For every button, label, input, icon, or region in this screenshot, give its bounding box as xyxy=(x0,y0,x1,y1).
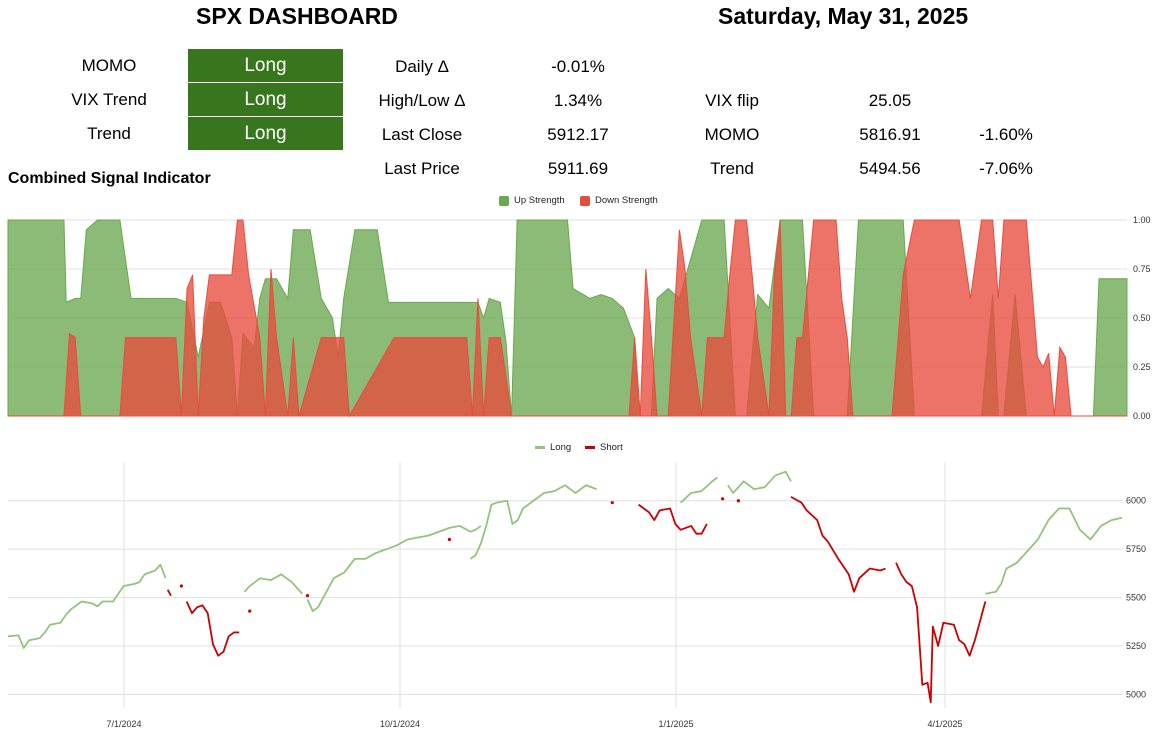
trend-level-label: Trend xyxy=(710,159,754,178)
x-tick-label: 4/1/2025 xyxy=(927,719,962,729)
last-price-value: 5911.69 xyxy=(547,159,609,178)
short-line-segment xyxy=(638,503,708,535)
legend-long-swatch xyxy=(535,446,545,449)
long-line-segment xyxy=(7,563,167,649)
daily-delta-value: -0.01% xyxy=(551,57,605,76)
short-line-segment xyxy=(185,601,240,657)
y-tick-label: 0.00 xyxy=(1133,411,1151,421)
short-line-segment xyxy=(790,496,886,593)
short-point xyxy=(447,537,451,542)
down-strength-area xyxy=(8,219,1127,418)
long-line-segment xyxy=(469,484,597,560)
y-tick-label: 5250 xyxy=(1126,641,1146,651)
page-title: SPX DASHBOARD xyxy=(196,3,398,29)
signal-badge-vix-trend: Long xyxy=(188,83,343,116)
short-line-segment xyxy=(166,589,172,597)
signal-badge-momo: Long xyxy=(188,49,343,82)
daily-delta-label: Daily Δ xyxy=(395,57,449,76)
legend-down-strength: Down Strength xyxy=(580,195,658,206)
legend-short-swatch xyxy=(585,446,595,449)
momo-level-label: MOMO xyxy=(704,125,760,144)
x-tick-label: 10/1/2024 xyxy=(380,719,420,729)
legend-up-swatch xyxy=(499,195,509,206)
long-line-segment xyxy=(727,470,792,494)
short-line-segment xyxy=(895,562,987,704)
legend-up-label: Up Strength xyxy=(514,195,565,206)
momo-level-pct: -1.60% xyxy=(979,125,1033,144)
y-tick-label: 5500 xyxy=(1126,593,1146,603)
long-line-segment xyxy=(243,573,303,595)
signal-label-vix-trend: VIX Trend xyxy=(71,90,147,109)
trend-level-pct: -7.06% xyxy=(979,159,1033,178)
legend-down-swatch xyxy=(580,195,590,206)
short-point xyxy=(305,594,310,598)
legend-long: Long xyxy=(535,442,571,453)
date-title: Saturday, May 31, 2025 xyxy=(718,3,969,29)
highlow-delta-value: 1.34% xyxy=(553,91,603,110)
signal-label-momo: MOMO xyxy=(81,56,137,75)
last-close-label: Last Close xyxy=(381,125,463,144)
vix-flip-value: 25.05 xyxy=(868,91,912,110)
momo-level-value: 5816.91 xyxy=(859,125,921,144)
legend-short: Short xyxy=(585,442,623,453)
long-line-segment xyxy=(306,525,482,613)
y-tick-label: 1.00 xyxy=(1133,215,1151,225)
short-point xyxy=(248,609,252,613)
legend-short-label: Short xyxy=(600,442,623,453)
y-tick-label: 5750 xyxy=(1126,544,1146,554)
legend-long-label: Long xyxy=(550,442,572,453)
legend-down-label: Down Strength xyxy=(595,195,658,206)
short-point xyxy=(179,584,184,588)
signal-label-trend: Trend xyxy=(87,124,131,143)
y-tick-label: 0.50 xyxy=(1133,313,1151,323)
chart-title-combined-signal: Combined Signal Indicator xyxy=(8,170,211,187)
signal-badge-trend: Long xyxy=(188,117,343,150)
last-price-label: Last Price xyxy=(384,159,460,178)
x-tick-label: 1/1/2025 xyxy=(658,719,693,729)
highlow-delta-label: High/Low Δ xyxy=(378,91,466,110)
short-point xyxy=(721,497,725,501)
vix-flip-label: VIX flip xyxy=(705,91,759,110)
y-tick-label: 0.25 xyxy=(1133,362,1151,372)
x-tick-label: 7/1/2024 xyxy=(106,719,141,729)
short-point xyxy=(610,501,614,505)
legend-up-strength: Up Strength xyxy=(499,195,565,206)
short-point xyxy=(736,499,741,503)
long-line-segment xyxy=(679,476,718,504)
y-tick-label: 6000 xyxy=(1126,496,1146,506)
trend-level-value: 5494.56 xyxy=(859,159,921,178)
y-tick-label: 5000 xyxy=(1126,689,1146,699)
last-close-value: 5912.17 xyxy=(547,125,609,144)
y-tick-label: 0.75 xyxy=(1133,264,1151,274)
long-line-segment xyxy=(985,507,1123,595)
